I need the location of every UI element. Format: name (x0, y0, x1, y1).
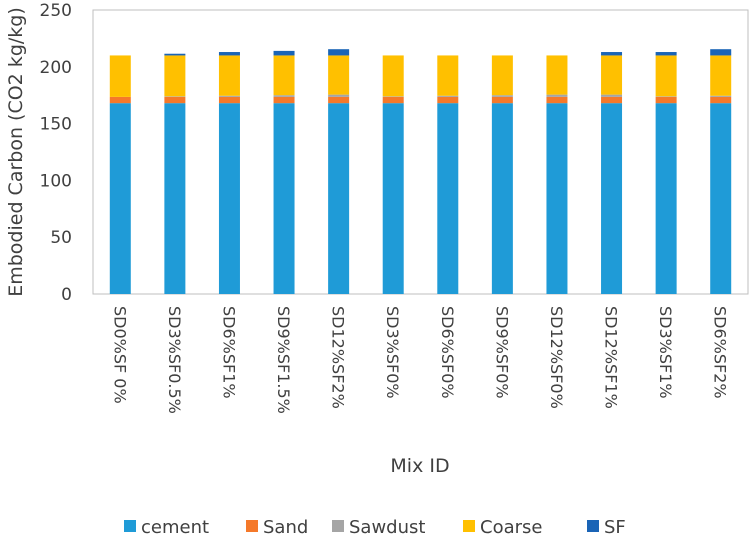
bar-segment-sawdust (218, 95, 240, 97)
bar-segment-sf (273, 50, 295, 56)
bar-segment-cement (655, 103, 677, 294)
legend-label: cement (141, 517, 209, 538)
bar-segment-cement (546, 103, 568, 294)
bar-segment-coarse (382, 55, 404, 97)
bar-segment-cement (218, 103, 240, 294)
bar-segment-coarse (328, 55, 350, 95)
bar-segment-sawdust (546, 94, 568, 97)
bar-segment-sawdust (437, 95, 459, 97)
bar-segment-sand (109, 96, 131, 104)
bar-segment-cement (109, 103, 131, 294)
legend-swatch (463, 520, 475, 532)
x-tick-label: SD0%SF 0% (110, 306, 129, 404)
x-tick-labels: SD0%SF 0% SD3%SF0.5% SD6%SF1% SD9%SF1.5% SD1… (110, 306, 729, 414)
y-tick-label: 250 (40, 1, 72, 21)
y-tick-label: 150 (40, 115, 72, 135)
bar-segment-coarse (218, 55, 240, 96)
bar-segment-cement (273, 103, 295, 294)
bar-segment-sand (328, 96, 350, 104)
bar-segment-coarse (164, 55, 186, 97)
bar-segment-sand (546, 96, 568, 104)
y-tick-label: 0 (61, 285, 72, 305)
legend-label: Coarse (480, 517, 542, 538)
bar-segment-sf (710, 49, 732, 56)
bar-segment-sawdust (601, 94, 623, 97)
bar-segment-coarse (437, 55, 459, 96)
bar-segment-coarse (109, 55, 131, 97)
bar-segment-sawdust (273, 95, 295, 97)
bar-segment-cement (491, 103, 513, 294)
bar-segment-sand (273, 96, 295, 104)
y-tick-label: 100 (40, 171, 72, 191)
bar-segment-sawdust (655, 96, 677, 97)
bar-segment-coarse (491, 55, 513, 96)
bar-segment-cement (328, 103, 350, 294)
legend-label: Sand (263, 517, 308, 538)
legend-swatch (124, 520, 136, 532)
bar-segment-sf (601, 52, 623, 56)
y-tick-label: 50 (50, 228, 72, 248)
legend-swatch (332, 520, 344, 532)
bar-segment-cement (437, 103, 459, 294)
legend-label: SF (604, 517, 626, 538)
bar-segment-cement (710, 103, 732, 294)
x-tick-label: SD3%SF0% (383, 306, 402, 399)
bar-segment-sawdust (491, 95, 513, 97)
bar-segment-sand (437, 96, 459, 104)
legend-label: Sawdust (349, 517, 425, 538)
bar-segment-sf (164, 53, 186, 56)
bar-segment-sf (328, 49, 350, 56)
x-tick-label: SD12%SF2% (329, 306, 348, 409)
x-tick-label: SD6%SF1% (219, 306, 238, 399)
x-tick-label: SD12%SF1% (602, 306, 621, 409)
bar-segment-sand (218, 96, 240, 104)
bar-segment-sf (655, 52, 677, 56)
x-tick-label: SD3%SF1% (656, 306, 675, 399)
x-tick-label: SD9%SF1.5% (274, 306, 293, 414)
plot-area (92, 9, 749, 295)
x-tick-label: SD12%SF0% (547, 306, 566, 409)
x-tick-label: SD3%SF0.5% (165, 306, 184, 414)
x-tick-label: SD9%SF0% (492, 306, 511, 399)
bar-segment-coarse (655, 55, 677, 97)
bar-segment-sand (382, 96, 404, 104)
bar-segment-sawdust (382, 96, 404, 97)
legend-swatch (587, 520, 599, 532)
bar-segment-sawdust (164, 96, 186, 97)
bar-segment-cement (164, 103, 186, 294)
bar-segment-cement (601, 103, 623, 294)
bar-segment-coarse (710, 55, 732, 96)
bars-group (109, 49, 732, 294)
bar-segment-sand (710, 96, 732, 104)
y-tick-labels: 0 50 100 150 200 250 (40, 1, 72, 305)
bar-segment-sawdust (710, 95, 732, 97)
bar-segment-sand (601, 96, 623, 104)
bar-segment-sand (491, 96, 513, 104)
bar-segment-coarse (546, 55, 568, 95)
bar-segment-coarse (601, 55, 623, 95)
legend: cement Sand Sawdust Coarse SF (124, 517, 626, 538)
bar-segment-coarse (273, 55, 295, 96)
bar-segment-sawdust (328, 94, 350, 97)
bar-segment-sf (218, 52, 240, 56)
x-axis-title: Mix ID (390, 455, 449, 477)
x-tick-label: SD6%SF0% (438, 306, 457, 399)
bar-segment-cement (382, 103, 404, 294)
y-tick-label: 200 (40, 58, 72, 78)
bar-segment-sand (655, 96, 677, 104)
legend-swatch (246, 520, 258, 532)
x-tick-label: SD6%SF2% (711, 306, 730, 399)
y-axis-title: Embodied Carbon (CO2 kg/kg) (5, 7, 27, 297)
bar-segment-sand (164, 96, 186, 104)
